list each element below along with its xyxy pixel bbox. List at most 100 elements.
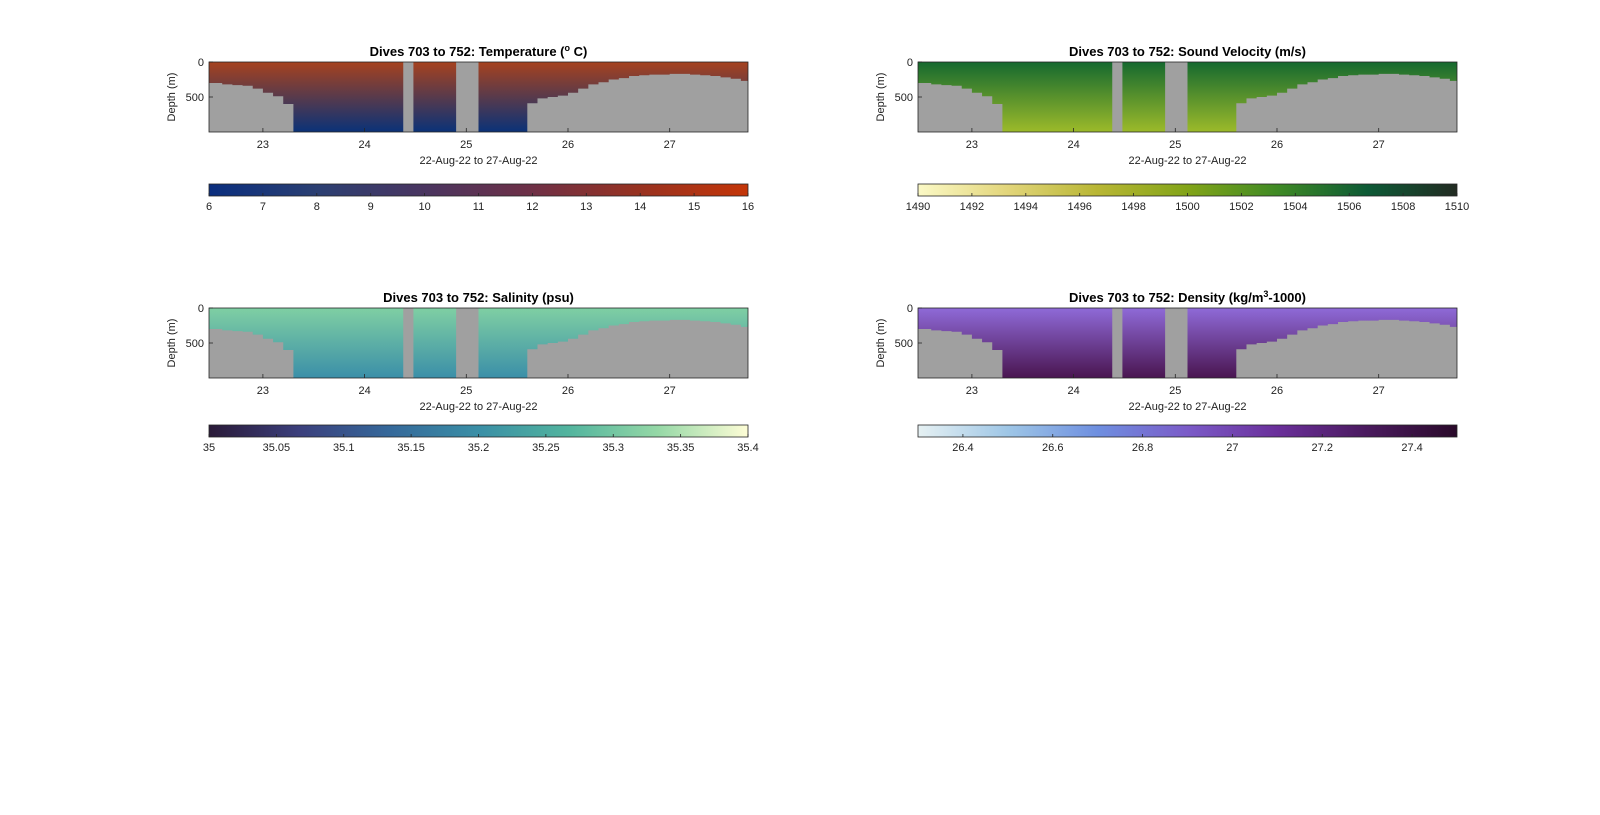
density-xtick-label: 24 (1067, 385, 1079, 397)
temperature-ytick-label: 500 (186, 92, 204, 104)
density-title-sup: 3 (1263, 289, 1268, 299)
salinity-title: Dives 703 to 752: Salinity (psu) (383, 290, 574, 305)
temperature-colorbar-tick-label: 16 (742, 201, 754, 213)
temperature-panel: 23 24 25 26 27 0 500 Depth (m) 22-Aug-22 to 27-A… (166, 43, 754, 213)
sound_velocity-colorbar-tick-label: 1500 (1175, 201, 1199, 213)
temperature-xtick-label: 26 (562, 139, 574, 151)
temperature-colorbar-tick-label: 9 (368, 201, 374, 213)
salinity-colorbar-tick-label: 35.35 (667, 442, 695, 454)
sound_velocity-xtick-label: 24 (1067, 139, 1079, 151)
temperature-ylabel: Depth (m) (166, 73, 178, 122)
density-colorbar (918, 425, 1457, 437)
temperature-xtick-label: 23 (257, 139, 269, 151)
density-gap-0 (1112, 308, 1123, 378)
salinity-ylabel: Depth (m) (166, 319, 178, 368)
temperature-colorbar (209, 184, 748, 196)
temperature-title-main: Dives 703 to 752: Temperature ( (370, 44, 566, 59)
salinity-colorbar-tick-label: 35.2 (468, 442, 489, 454)
salinity-xtick-label: 23 (257, 385, 269, 397)
density-colorbar-tick-label: 27.2 (1312, 442, 1333, 454)
sound_velocity-colorbar-tick-label: 1494 (1014, 201, 1038, 213)
sound_velocity-colorbar-tick-label: 1506 (1337, 201, 1361, 213)
salinity-gap-1 (456, 308, 479, 378)
salinity-xtick-label: 26 (562, 385, 574, 397)
density-xlabel: 22-Aug-22 to 27-Aug-22 (1128, 401, 1246, 413)
salinity-xtick-label: 27 (664, 385, 676, 397)
density-colorbar-tick-label: 26.4 (952, 442, 973, 454)
salinity-ytick-label: 500 (186, 338, 204, 350)
density-title-end: -1000) (1268, 290, 1306, 305)
sound_velocity-ytick-label: 500 (895, 92, 913, 104)
temperature-colorbar-tick-label: 13 (580, 201, 592, 213)
salinity-colorbar-tick-label: 35.05 (263, 442, 291, 454)
density-ytick-label: 0 (907, 303, 913, 315)
salinity-colorbar-tick-label: 35.3 (603, 442, 624, 454)
salinity-colorbar-tick-label: 35.15 (397, 442, 425, 454)
salinity-xtick-label: 24 (358, 385, 370, 397)
sound_velocity-panel: 23 24 25 26 27 0 500 Depth (m) 22-Aug-22 to 27-A… (875, 44, 1469, 213)
temperature-ytick-label: 0 (198, 57, 204, 69)
density-xtick-label: 27 (1373, 385, 1385, 397)
temperature-xtick-label: 24 (358, 139, 370, 151)
density-title: Dives 703 to 752: Density (kg/m3-1000) (1069, 289, 1306, 305)
temperature-colorbar-tick-label: 6 (206, 201, 212, 213)
density-colorbar-frame (917, 424, 1458, 438)
temperature-title-end: C) (570, 44, 587, 59)
sound_velocity-colorbar-tick-label: 1490 (906, 201, 930, 213)
sound_velocity-colorbar-tick-label: 1502 (1229, 201, 1253, 213)
density-colorbar-tick-label: 27 (1226, 442, 1238, 454)
sound_velocity-ylabel: Depth (m) (875, 73, 887, 122)
sound_velocity-colorbar-tick-label: 1510 (1445, 201, 1469, 213)
sound_velocity-xtick-label: 27 (1373, 139, 1385, 151)
sound_velocity-title: Dives 703 to 752: Sound Velocity (m/s) (1069, 44, 1306, 59)
salinity-colorbar-tick-label: 35.4 (737, 442, 758, 454)
temperature-colorbar-tick-label: 15 (688, 201, 700, 213)
salinity-xlabel: 22-Aug-22 to 27-Aug-22 (419, 401, 537, 413)
temperature-gap-1 (456, 62, 479, 132)
density-xtick-label: 26 (1271, 385, 1283, 397)
density-ylabel: Depth (m) (875, 319, 887, 368)
density-bottom-mask (918, 319, 1457, 378)
sound_velocity-xlabel: 22-Aug-22 to 27-Aug-22 (1128, 155, 1246, 167)
temperature-colorbar-tick-label: 11 (473, 201, 484, 213)
sound_velocity-xtick-label: 25 (1169, 139, 1181, 151)
sound_velocity-xtick-label: 23 (966, 139, 978, 151)
salinity-bottom-mask (209, 319, 748, 378)
salinity-colorbar-tick-label: 35.25 (532, 442, 560, 454)
sound_velocity-colorbar (918, 184, 1457, 196)
density-colorbar-tick-label: 27.4 (1401, 442, 1422, 454)
temperature-colorbar-tick-label: 8 (314, 201, 320, 213)
sound_velocity-gap-1 (1165, 62, 1188, 132)
density-panel: 23 24 25 26 27 0 500 Depth (m) 22-Aug-22 to 27-A… (875, 289, 1458, 454)
sound_velocity-colorbar-tick-label: 1498 (1121, 201, 1145, 213)
temperature-colorbar-tick-label: 7 (260, 201, 266, 213)
sound_velocity-title-main: Dives 703 to 752: Sound Velocity (m/s) (1069, 44, 1306, 59)
salinity-panel: 23 24 25 26 27 0 500 Depth (m) 22-Aug-22 to 27-A… (166, 290, 759, 454)
salinity-ytick-label: 0 (198, 303, 204, 315)
temperature-bottom-mask (209, 73, 748, 132)
salinity-gap-0 (403, 308, 414, 378)
temperature-title: Dives 703 to 752: Temperature (o C) (370, 43, 588, 59)
temperature-xtick-label: 27 (664, 139, 676, 151)
sound_velocity-colorbar-tick-label: 1504 (1283, 201, 1307, 213)
sound_velocity-colorbar-tick-label: 1492 (960, 201, 984, 213)
sound_velocity-colorbar-tick-label: 1496 (1067, 201, 1091, 213)
temperature-xtick-label: 25 (460, 139, 472, 151)
density-title-main: Dives 703 to 752: Density (kg/m (1069, 290, 1263, 305)
density-colorbar-tick-label: 26.6 (1042, 442, 1063, 454)
temperature-colorbar-tick-label: 10 (418, 201, 430, 213)
temperature-colorbar-tick-label: 12 (526, 201, 538, 213)
salinity-colorbar-tick-label: 35 (203, 442, 215, 454)
temperature-colorbar-tick-label: 14 (634, 201, 646, 213)
temperature-gap-0 (403, 62, 414, 132)
salinity-colorbar-tick-label: 35.1 (333, 442, 354, 454)
sound_velocity-gap-0 (1112, 62, 1123, 132)
salinity-title-main: Dives 703 to 752: Salinity (psu) (383, 290, 574, 305)
sound_velocity-ytick-label: 0 (907, 57, 913, 69)
temperature-title-sup: o (565, 43, 571, 53)
density-gap-1 (1165, 308, 1188, 378)
sound_velocity-colorbar-tick-label: 1508 (1391, 201, 1415, 213)
density-xtick-label: 23 (966, 385, 978, 397)
sound_velocity-xtick-label: 26 (1271, 139, 1283, 151)
